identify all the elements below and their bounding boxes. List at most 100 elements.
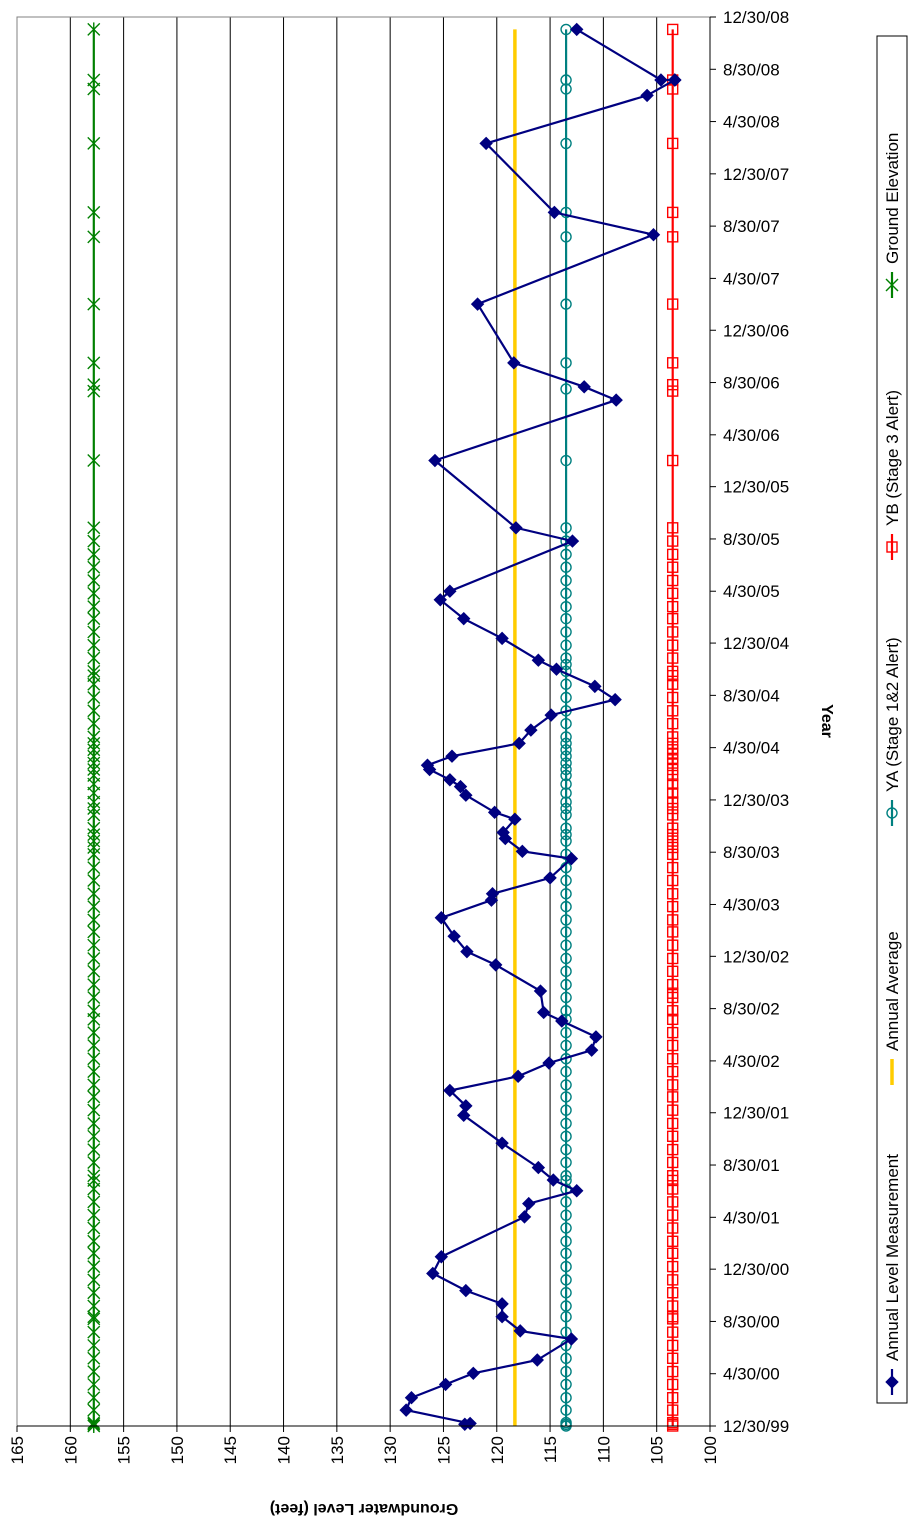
data-point xyxy=(459,1283,473,1298)
data-point xyxy=(560,965,572,978)
data-point xyxy=(560,639,572,651)
data-point xyxy=(420,758,435,772)
x-tick-label: 8/30/03 xyxy=(723,843,780,862)
data-point xyxy=(560,926,572,938)
data-point xyxy=(560,737,572,750)
data-point xyxy=(666,1117,679,1130)
data-point xyxy=(666,1196,679,1208)
data-point xyxy=(886,807,898,819)
data-point xyxy=(886,541,898,553)
data-point xyxy=(87,534,101,549)
data-point xyxy=(560,1365,572,1378)
data-point xyxy=(87,1403,101,1418)
data-point xyxy=(560,900,572,913)
data-point xyxy=(87,229,101,244)
data-point xyxy=(666,1209,679,1221)
data-point xyxy=(459,788,473,802)
data-point xyxy=(666,1287,679,1299)
data-point xyxy=(560,1143,572,1156)
x-tick-label: 4/30/05 xyxy=(723,582,780,601)
y-tick-label: 160 xyxy=(61,1436,80,1464)
data-point xyxy=(445,749,459,763)
y-tick-label: 150 xyxy=(168,1436,187,1464)
data-point xyxy=(560,691,572,704)
data-point xyxy=(666,848,679,861)
x-axis-title: Year xyxy=(818,704,835,738)
data-point xyxy=(666,914,679,926)
data-point xyxy=(560,1247,572,1260)
data-point xyxy=(87,624,101,639)
data-point xyxy=(560,952,572,965)
y-tick-label: 100 xyxy=(701,1436,720,1464)
data-point xyxy=(560,137,572,150)
x-tick-label: 12/30/06 xyxy=(723,321,789,340)
x-tick-label: 12/30/04 xyxy=(723,634,789,653)
data-point xyxy=(666,1235,679,1248)
data-point xyxy=(666,535,679,547)
data-point xyxy=(530,1353,544,1367)
series-line xyxy=(404,28,680,1426)
x-tick-label: 4/30/01 xyxy=(723,1208,780,1227)
x-tick-label: 4/30/02 xyxy=(723,1052,780,1071)
data-point xyxy=(509,521,523,535)
data-point xyxy=(87,964,101,979)
data-point xyxy=(87,1038,101,1053)
data-point xyxy=(87,136,101,151)
data-point xyxy=(560,383,572,395)
data-point xyxy=(515,844,530,859)
data-point xyxy=(666,939,679,951)
data-point xyxy=(666,1130,679,1143)
data-point xyxy=(87,72,101,87)
data-point xyxy=(560,939,572,951)
data-point xyxy=(87,729,101,744)
data-point xyxy=(87,1351,101,1366)
data-point xyxy=(666,626,679,638)
data-point xyxy=(87,22,101,37)
legend-label: YB (Stage 3 Alert) xyxy=(883,390,902,526)
series-4 xyxy=(87,22,101,1433)
data-point xyxy=(87,297,101,312)
x-tick-label: 8/30/08 xyxy=(723,60,780,79)
data-point xyxy=(560,1352,572,1364)
data-point xyxy=(666,802,679,815)
data-point xyxy=(666,1392,679,1404)
data-point xyxy=(565,534,580,548)
data-point xyxy=(560,74,572,86)
data-point xyxy=(584,1043,599,1057)
x-tick-label: 4/30/07 xyxy=(723,269,780,288)
data-point xyxy=(496,825,510,840)
data-point xyxy=(443,584,457,598)
y-tick-label: 155 xyxy=(115,1436,134,1464)
data-point xyxy=(560,1416,572,1429)
x-tick-label: 12/30/02 xyxy=(723,947,789,966)
legend-item: YB (Stage 3 Alert) xyxy=(883,390,902,560)
legend-item: YA (Stage 1&2 Alert) xyxy=(883,637,902,826)
y-tick-label: 105 xyxy=(648,1436,667,1464)
data-point xyxy=(885,1375,899,1389)
data-point xyxy=(87,1208,101,1223)
data-point xyxy=(560,888,572,900)
data-point xyxy=(511,1069,525,1084)
data-point xyxy=(87,1003,101,1018)
data-point xyxy=(666,1039,679,1052)
data-point xyxy=(560,802,572,815)
data-point xyxy=(87,1194,101,1209)
data-point xyxy=(87,355,101,370)
data-point xyxy=(666,1352,679,1364)
x-tick-label: 12/30/99 xyxy=(723,1417,789,1436)
data-point xyxy=(560,1300,572,1312)
data-point xyxy=(666,978,679,991)
data-point xyxy=(666,600,679,613)
data-point xyxy=(666,1300,679,1312)
data-point xyxy=(87,1325,101,1340)
data-point xyxy=(87,990,101,1005)
data-point xyxy=(564,851,579,866)
data-point xyxy=(457,611,471,626)
data-point xyxy=(666,1013,679,1026)
data-point xyxy=(87,453,101,468)
data-point xyxy=(560,1378,572,1391)
data-point xyxy=(87,873,101,888)
data-point xyxy=(560,809,572,821)
data-point xyxy=(560,1260,572,1273)
data-point xyxy=(434,911,449,925)
